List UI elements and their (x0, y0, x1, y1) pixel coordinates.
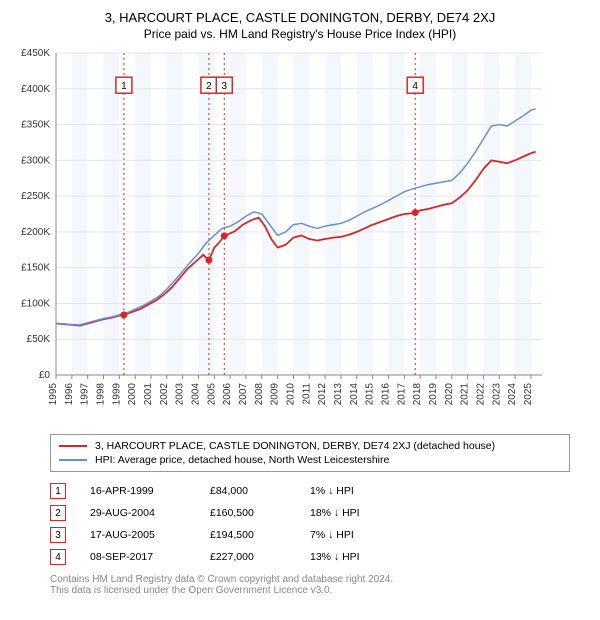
sales-diff: 18% ↓ HPI (310, 507, 420, 519)
legend-item: 3, HARCOURT PLACE, CASTLE DONINGTON, DER… (59, 439, 561, 453)
sales-badge: 3 (50, 527, 66, 543)
svg-text:1: 1 (121, 81, 127, 92)
chart-container: { "title": "3, HARCOURT PLACE, CASTLE DO… (0, 0, 600, 606)
svg-text:2005: 2005 (206, 383, 217, 406)
sales-row: 4 08-SEP-2017£227,00013% ↓ HPI (50, 546, 570, 568)
svg-text:2011: 2011 (301, 383, 312, 405)
svg-text:1996: 1996 (64, 383, 75, 406)
svg-text:1995: 1995 (48, 383, 59, 406)
footnote-line: This data is licensed under the Open Gov… (50, 585, 570, 596)
svg-text:2013: 2013 (333, 383, 344, 406)
svg-text:2008: 2008 (254, 383, 265, 406)
sales-row: 1 16-APR-1999£84,0001% ↓ HPI (50, 480, 570, 502)
chart-title: 3, HARCOURT PLACE, CASTLE DONINGTON, DER… (10, 10, 590, 25)
svg-text:2001: 2001 (143, 383, 154, 406)
svg-text:2002: 2002 (159, 383, 170, 406)
svg-text:2009: 2009 (270, 383, 281, 406)
svg-text:2019: 2019 (428, 383, 439, 406)
svg-text:£250K: £250K (21, 191, 50, 202)
svg-text:2: 2 (206, 81, 212, 92)
svg-text:£450K: £450K (21, 49, 50, 59)
svg-text:2012: 2012 (317, 383, 328, 406)
svg-text:2017: 2017 (396, 383, 407, 406)
legend-swatch (59, 459, 87, 461)
sales-badge: 1 (50, 483, 66, 499)
sales-date: 17-AUG-2005 (90, 529, 210, 541)
legend-label: 3, HARCOURT PLACE, CASTLE DONINGTON, DER… (95, 440, 495, 452)
svg-text:2018: 2018 (412, 383, 423, 406)
sales-table: 116-APR-1999£84,0001% ↓ HPI229-AUG-2004£… (50, 480, 570, 568)
sales-badge: 2 (50, 505, 66, 521)
chart-svg: £0 £50K £100K £150K £200K £250K £300K £350K £400… (10, 49, 550, 419)
sales-price: £160,500 (210, 507, 310, 519)
svg-text:2016: 2016 (380, 383, 391, 406)
legend: 3, HARCOURT PLACE, CASTLE DONINGTON, DER… (50, 434, 570, 472)
svg-text:2014: 2014 (349, 383, 360, 406)
sales-diff: 1% ↓ HPI (310, 485, 420, 497)
sales-diff: 13% ↓ HPI (310, 551, 420, 563)
sales-date: 29-AUG-2004 (90, 507, 210, 519)
svg-text:£150K: £150K (21, 263, 50, 274)
svg-text:2010: 2010 (285, 383, 296, 406)
sales-price: £194,500 (210, 529, 310, 541)
svg-text:£300K: £300K (21, 155, 50, 166)
svg-text:1998: 1998 (95, 383, 106, 406)
legend-item: HPI: Average price, detached house, Nort… (59, 453, 561, 467)
sales-row: 2 29-AUG-2004£160,50018% ↓ HPI (50, 502, 570, 524)
sales-price: £84,000 (210, 485, 310, 497)
svg-text:2025: 2025 (523, 383, 534, 406)
svg-text:£0: £0 (39, 370, 51, 381)
chart-plot: £0 £50K £100K £150K £200K £250K £300K £350K £400… (10, 49, 590, 424)
svg-text:3: 3 (221, 81, 227, 92)
svg-text:2003: 2003 (175, 383, 186, 406)
sales-date: 08-SEP-2017 (90, 551, 210, 563)
svg-text:2024: 2024 (507, 383, 518, 406)
sales-badge: 4 (50, 549, 66, 565)
svg-text:£400K: £400K (21, 84, 50, 95)
svg-text:2007: 2007 (238, 383, 249, 406)
sales-date: 16-APR-1999 (90, 485, 210, 497)
svg-text:£200K: £200K (21, 227, 50, 238)
svg-text:2004: 2004 (190, 383, 201, 406)
legend-label: HPI: Average price, detached house, Nort… (95, 454, 389, 466)
svg-text:1997: 1997 (80, 383, 91, 406)
footnote-line: Contains HM Land Registry data © Crown c… (50, 574, 570, 585)
footnote: Contains HM Land Registry data © Crown c… (50, 574, 570, 596)
svg-text:2015: 2015 (365, 383, 376, 406)
svg-text:2023: 2023 (491, 383, 502, 406)
svg-text:4: 4 (412, 81, 418, 92)
sales-price: £227,000 (210, 551, 310, 563)
svg-text:£350K: £350K (21, 120, 50, 131)
svg-text:2006: 2006 (222, 383, 233, 406)
svg-text:£100K: £100K (21, 298, 50, 309)
svg-text:2000: 2000 (127, 383, 138, 406)
svg-text:2021: 2021 (460, 383, 471, 406)
svg-text:2022: 2022 (475, 383, 486, 406)
svg-text:£50K: £50K (27, 334, 51, 345)
svg-text:1999: 1999 (111, 383, 122, 406)
sales-diff: 7% ↓ HPI (310, 529, 420, 541)
svg-text:2020: 2020 (444, 383, 455, 406)
chart-subtitle: Price paid vs. HM Land Registry's House … (10, 27, 590, 41)
legend-swatch (59, 445, 87, 447)
sales-row: 3 17-AUG-2005£194,5007% ↓ HPI (50, 524, 570, 546)
